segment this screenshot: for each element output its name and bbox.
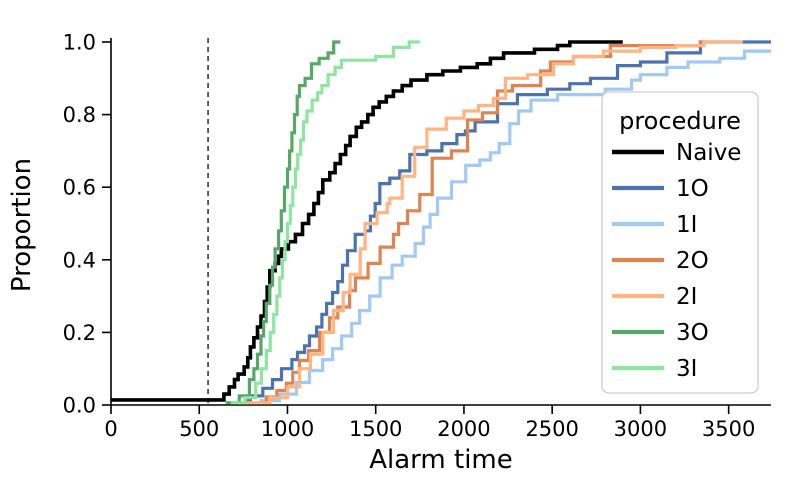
- x-tick-label: 3500: [702, 417, 755, 441]
- y-tick-label: 0.2: [63, 321, 96, 345]
- legend-item-2I: 2I: [612, 284, 697, 310]
- legend-label-Naive: Naive: [676, 140, 741, 166]
- legend-label-1O: 1O: [676, 176, 709, 202]
- series-line-1I: [259, 49, 771, 403]
- y-tick-label: 1.0: [63, 31, 96, 55]
- legend-frame: [601, 91, 759, 394]
- y-tick-label: 0.4: [63, 248, 96, 272]
- y-tick-label: 0.8: [63, 103, 96, 127]
- legend-item-2O: 2O: [612, 248, 709, 274]
- y-axis-title: Proportion: [7, 158, 37, 292]
- series-lines-layer: [111, 40, 771, 405]
- series-line-2I: [239, 40, 743, 405]
- legend-item-1I: 1I: [612, 212, 697, 238]
- y-tick-label: 0.0: [63, 394, 96, 418]
- legend-label-2I: 2I: [676, 284, 697, 310]
- x-tick-label: 500: [179, 417, 219, 441]
- series-line-3O: [225, 40, 341, 405]
- legend-label-2O: 2O: [676, 248, 709, 274]
- x-tick-label: 0: [104, 417, 117, 441]
- legend-item-1O: 1O: [612, 176, 709, 202]
- x-tick-label: 2000: [437, 417, 490, 441]
- series-line-Naive: [111, 40, 623, 402]
- legend-label-3I: 3I: [676, 356, 697, 382]
- axes-layer: 0 500 1000 1500 2000 2500 3000 3500 0.0 0.2 0.4 0.6…: [63, 31, 771, 441]
- legend-label-1I: 1I: [676, 212, 697, 238]
- series-line-1O: [244, 40, 771, 403]
- series-line-3I: [231, 40, 420, 405]
- legend-item-Naive: Naive: [612, 140, 741, 166]
- legend-title: procedure: [619, 107, 741, 135]
- legend-label-3O: 3O: [676, 320, 709, 346]
- x-tick-label: 3000: [614, 417, 667, 441]
- x-axis-title: Alarm time: [369, 445, 513, 475]
- x-tick-label: 2500: [525, 417, 578, 441]
- y-tick-label: 0.6: [63, 176, 96, 200]
- x-tick-label: 1000: [261, 417, 314, 441]
- series-line-2O: [234, 40, 704, 405]
- legend: Naive 1O 1I 2O 2I 3O 3I: [601, 91, 759, 394]
- legend-item-3I: 3I: [612, 356, 697, 382]
- x-tick-label: 1500: [349, 417, 402, 441]
- legend-item-3O: 3O: [612, 320, 709, 346]
